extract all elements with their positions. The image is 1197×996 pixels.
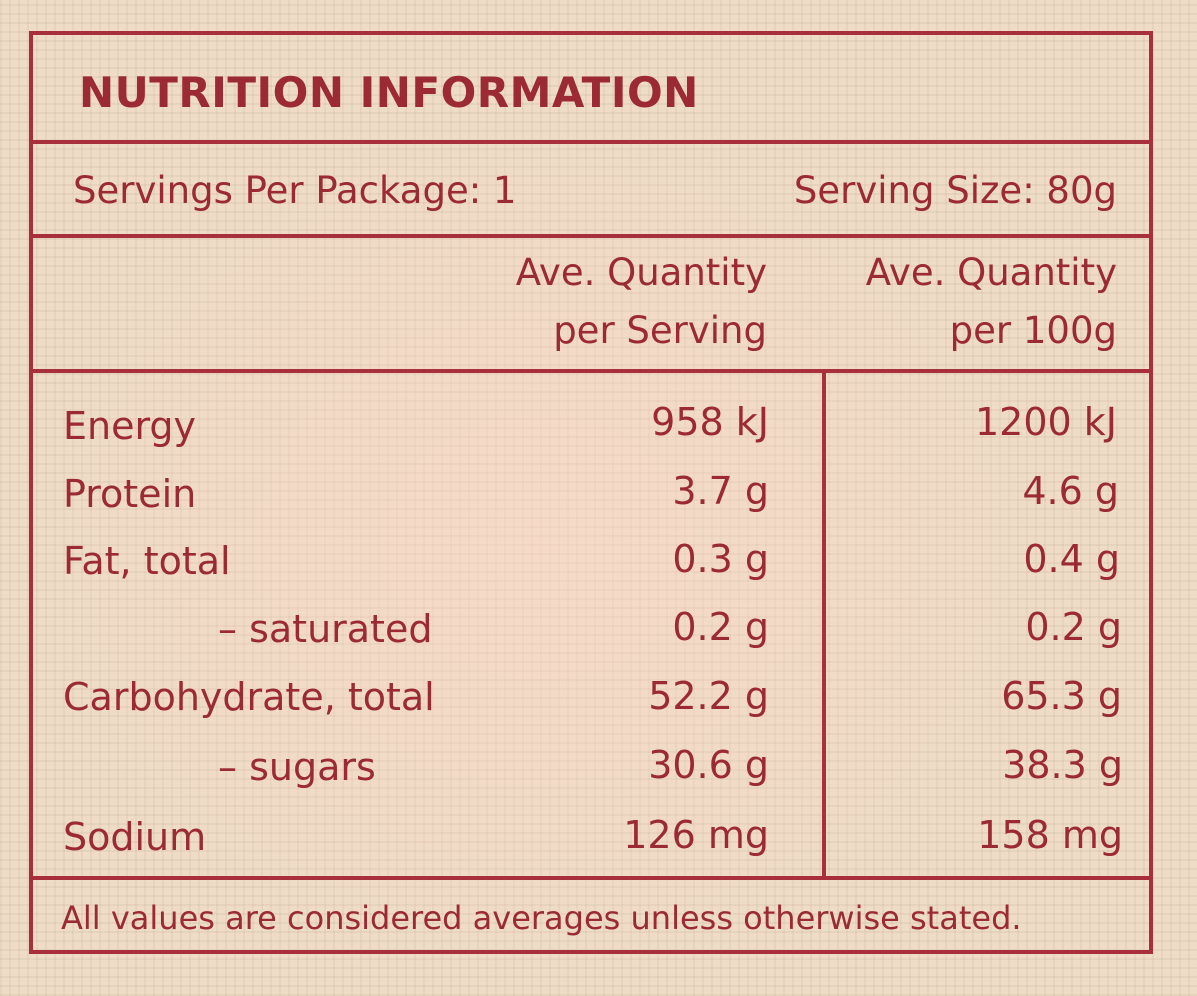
header-per-100g-line2: per 100g	[949, 309, 1117, 352]
row-label-sodium: Sodium	[63, 815, 207, 859]
row-value-carbohydrate-per-100g: 65.3 g	[1001, 674, 1122, 718]
row-value-protein-per-100g: 4.6 g	[1022, 469, 1119, 513]
serving-size: Serving Size: 80g	[793, 169, 1117, 212]
row-value-sodium-per-serving: 126 mg	[623, 813, 769, 857]
rule-below-title	[31, 140, 1151, 144]
row-value-protein-per-serving: 3.7 g	[672, 469, 769, 513]
servings-per-package: Servings Per Package: 1	[73, 169, 517, 212]
footnote: All values are considered averages unles…	[61, 899, 1022, 937]
row-value-sodium-per-100g: 158 mg	[977, 813, 1123, 857]
row-value-carbohydrate-per-serving: 52.2 g	[648, 674, 769, 718]
column-divider	[822, 371, 826, 878]
row-label-sugars: – sugars	[218, 745, 376, 789]
header-per-serving-line2: per Serving	[553, 309, 767, 352]
row-value-saturated-per-100g: 0.2 g	[1025, 605, 1122, 649]
header-per-serving-line1: Ave. Quantity	[515, 251, 767, 294]
row-label-fat-total: Fat, total	[63, 539, 231, 583]
rule-below-headers	[31, 369, 1151, 373]
nutrition-panel	[29, 31, 1153, 954]
row-label-saturated: – saturated	[218, 607, 433, 651]
row-value-sugars-per-100g: 38.3 g	[1002, 743, 1123, 787]
row-label-carbohydrate-total: Carbohydrate, total	[63, 675, 435, 719]
row-value-fat-per-serving: 0.3 g	[672, 537, 769, 581]
row-label-energy: Energy	[63, 404, 197, 448]
row-value-energy-per-serving: 958 kJ	[651, 400, 769, 444]
row-value-energy-per-100g: 1200 kJ	[975, 400, 1117, 444]
header-per-100g-line1: Ave. Quantity	[865, 251, 1117, 294]
row-value-sugars-per-serving: 30.6 g	[648, 743, 769, 787]
row-label-protein: Protein	[63, 472, 197, 516]
panel-title: NUTRITION INFORMATION	[79, 68, 699, 117]
row-value-fat-per-100g: 0.4 g	[1023, 537, 1120, 581]
rule-below-servings	[31, 234, 1151, 238]
rule-above-footnote	[31, 876, 1151, 880]
row-value-saturated-per-serving: 0.2 g	[672, 605, 769, 649]
